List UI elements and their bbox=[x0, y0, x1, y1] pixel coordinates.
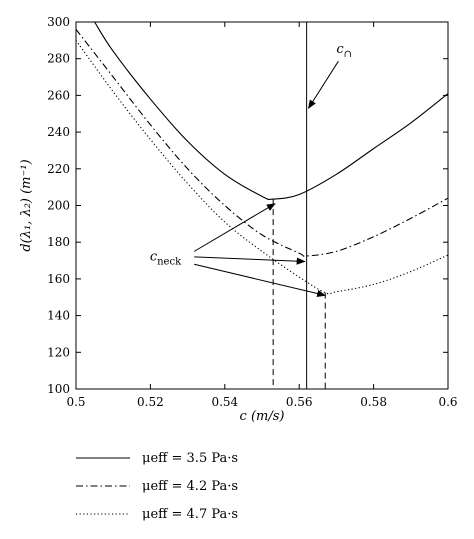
y-tick-label: 280 bbox=[47, 52, 70, 66]
y-tick-label: 140 bbox=[47, 309, 70, 323]
c-neck-arrow-3 bbox=[194, 263, 327, 298]
legend-label-1: μeff = 3.5 Pa·s bbox=[142, 451, 238, 466]
y-tick-label: 300 bbox=[47, 15, 70, 29]
series-line-3 bbox=[76, 40, 448, 295]
y-tick-label: 200 bbox=[47, 199, 70, 213]
c-cap-label-main: c bbox=[336, 42, 344, 57]
y-tick-label: 160 bbox=[47, 272, 70, 286]
legend: μeff = 3.5 Pa·s μeff = 4.2 Pa·s μeff = 4.7… bbox=[76, 451, 238, 522]
c-cap-arrow bbox=[308, 60, 339, 110]
y-tick-label: 100 bbox=[47, 382, 70, 396]
c-neck-label: cneck bbox=[150, 250, 182, 268]
c-neck-arrow-1 bbox=[193, 203, 276, 252]
y-tick-label: 120 bbox=[47, 345, 70, 359]
c-neck-label-main: c bbox=[150, 250, 158, 265]
x-tick-label: 0.54 bbox=[211, 395, 238, 409]
x-axis-label: c (m/s) bbox=[240, 409, 285, 424]
series-line-2 bbox=[76, 29, 448, 257]
y-tick-label: 220 bbox=[47, 162, 70, 176]
x-tick-label: 0.5 bbox=[66, 395, 85, 409]
c-neck-arrow-2 bbox=[194, 256, 306, 265]
series-line-1 bbox=[94, 22, 448, 200]
x-tick-label: 0.6 bbox=[438, 395, 457, 409]
c-cap-label-sub: ∩ bbox=[344, 49, 352, 60]
c-neck-label-sub: neck bbox=[157, 257, 182, 268]
plot-area: 0.5 0.52 0.54 0.56 0.58 0.6 100 120 140 160 180 200… bbox=[19, 15, 458, 424]
y-tick-label: 240 bbox=[47, 125, 70, 139]
y-tick-label: 180 bbox=[47, 235, 70, 249]
legend-label-2: μeff = 4.2 Pa·s bbox=[142, 479, 238, 494]
c-cap-label: c∩ bbox=[336, 42, 352, 60]
y-axis-label: d(λ₁, λ₂) (m⁻¹) bbox=[19, 159, 34, 251]
plot-frame bbox=[75, 21, 449, 390]
x-tick-label: 0.56 bbox=[286, 395, 313, 409]
x-tick-label: 0.58 bbox=[360, 395, 387, 409]
legend-label-3: μeff = 4.7 Pa·s bbox=[142, 507, 238, 522]
x-tick-label: 0.52 bbox=[137, 395, 164, 409]
y-tick-label: 260 bbox=[47, 88, 70, 102]
series-group bbox=[76, 22, 448, 295]
